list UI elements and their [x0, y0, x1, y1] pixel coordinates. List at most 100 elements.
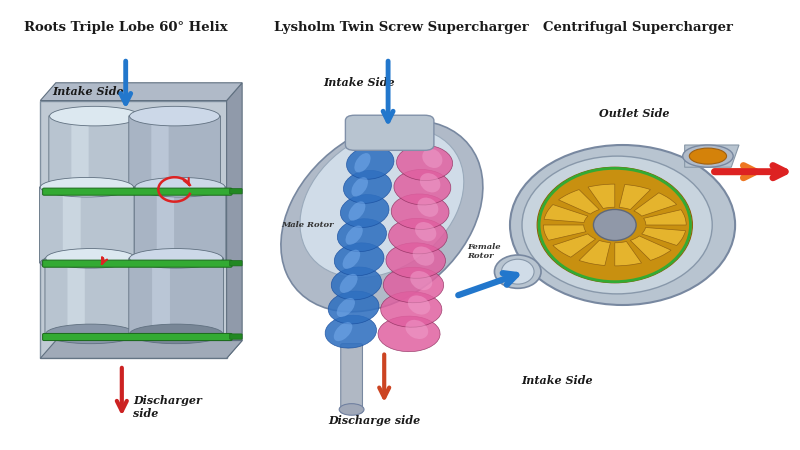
FancyBboxPatch shape [134, 187, 226, 263]
FancyBboxPatch shape [230, 189, 242, 194]
Ellipse shape [328, 291, 379, 324]
Ellipse shape [50, 182, 140, 202]
FancyBboxPatch shape [157, 187, 174, 263]
Wedge shape [619, 184, 650, 210]
Ellipse shape [354, 153, 370, 172]
Ellipse shape [422, 148, 442, 168]
FancyBboxPatch shape [45, 258, 137, 334]
FancyBboxPatch shape [42, 333, 232, 341]
Wedge shape [614, 242, 642, 266]
Ellipse shape [135, 253, 225, 273]
Ellipse shape [682, 145, 733, 167]
Wedge shape [642, 227, 686, 245]
Ellipse shape [522, 156, 712, 294]
Ellipse shape [391, 194, 449, 230]
FancyBboxPatch shape [230, 334, 242, 339]
Polygon shape [685, 145, 739, 167]
Ellipse shape [418, 198, 438, 217]
Ellipse shape [130, 324, 222, 344]
Ellipse shape [381, 292, 442, 327]
Ellipse shape [46, 248, 136, 268]
Ellipse shape [40, 253, 134, 273]
Ellipse shape [339, 404, 364, 415]
Text: Intake Side: Intake Side [522, 375, 594, 386]
Ellipse shape [408, 295, 430, 315]
Ellipse shape [46, 324, 136, 344]
FancyBboxPatch shape [39, 187, 134, 263]
Ellipse shape [537, 167, 693, 283]
Ellipse shape [690, 148, 726, 164]
Ellipse shape [340, 194, 389, 228]
FancyBboxPatch shape [152, 258, 170, 334]
Ellipse shape [281, 121, 483, 312]
Ellipse shape [342, 250, 360, 269]
FancyBboxPatch shape [67, 258, 85, 334]
Ellipse shape [389, 218, 447, 254]
Text: Discharger
side: Discharger side [134, 395, 202, 419]
Polygon shape [40, 100, 226, 358]
Ellipse shape [331, 267, 382, 300]
Ellipse shape [130, 248, 222, 268]
FancyBboxPatch shape [49, 116, 141, 192]
Text: Male Rotor: Male Rotor [281, 221, 334, 229]
Wedge shape [588, 184, 614, 208]
FancyBboxPatch shape [346, 115, 434, 150]
Ellipse shape [40, 177, 134, 197]
FancyBboxPatch shape [129, 258, 223, 334]
Ellipse shape [135, 177, 225, 197]
Ellipse shape [343, 171, 391, 203]
Wedge shape [553, 234, 596, 257]
Ellipse shape [338, 219, 386, 252]
Ellipse shape [413, 247, 434, 266]
Ellipse shape [50, 106, 140, 126]
FancyBboxPatch shape [151, 116, 169, 192]
Polygon shape [40, 341, 242, 358]
Text: Female
Rotor: Female Rotor [467, 243, 501, 260]
Wedge shape [544, 205, 588, 223]
Wedge shape [643, 210, 686, 225]
Wedge shape [630, 236, 671, 261]
Ellipse shape [410, 271, 432, 290]
Ellipse shape [337, 298, 355, 317]
Ellipse shape [300, 128, 464, 278]
Ellipse shape [397, 145, 453, 180]
Ellipse shape [386, 243, 446, 278]
Ellipse shape [378, 316, 440, 351]
Text: Discharge side: Discharge side [328, 415, 420, 426]
Ellipse shape [406, 320, 428, 339]
Wedge shape [634, 193, 677, 216]
Ellipse shape [351, 177, 368, 197]
Ellipse shape [510, 145, 735, 305]
Ellipse shape [415, 222, 436, 241]
FancyBboxPatch shape [42, 260, 232, 267]
Text: Outlet Side: Outlet Side [599, 108, 670, 119]
Wedge shape [579, 240, 610, 266]
Ellipse shape [346, 225, 362, 245]
Ellipse shape [346, 146, 394, 179]
Polygon shape [40, 83, 242, 100]
Ellipse shape [130, 182, 220, 202]
FancyBboxPatch shape [129, 116, 221, 192]
Ellipse shape [334, 243, 384, 276]
Ellipse shape [502, 259, 534, 284]
Wedge shape [558, 189, 599, 214]
FancyBboxPatch shape [42, 188, 232, 195]
Ellipse shape [334, 322, 352, 341]
Text: Roots Triple Lobe 60° Helix: Roots Triple Lobe 60° Helix [24, 21, 227, 34]
Text: Lysholm Twin Screw Supercharger: Lysholm Twin Screw Supercharger [274, 21, 529, 34]
Ellipse shape [420, 173, 440, 193]
Text: Centrifugal Supercharger: Centrifugal Supercharger [543, 21, 733, 34]
FancyBboxPatch shape [341, 344, 362, 413]
Wedge shape [543, 225, 586, 240]
Ellipse shape [349, 201, 366, 220]
Ellipse shape [494, 255, 541, 288]
Ellipse shape [130, 106, 220, 126]
Ellipse shape [594, 209, 636, 241]
Ellipse shape [340, 274, 358, 293]
Text: Intake Side: Intake Side [52, 86, 123, 97]
FancyBboxPatch shape [71, 116, 89, 192]
Ellipse shape [394, 170, 451, 205]
Polygon shape [226, 83, 242, 358]
Ellipse shape [383, 267, 444, 303]
Text: Intake Side: Intake Side [324, 77, 395, 88]
